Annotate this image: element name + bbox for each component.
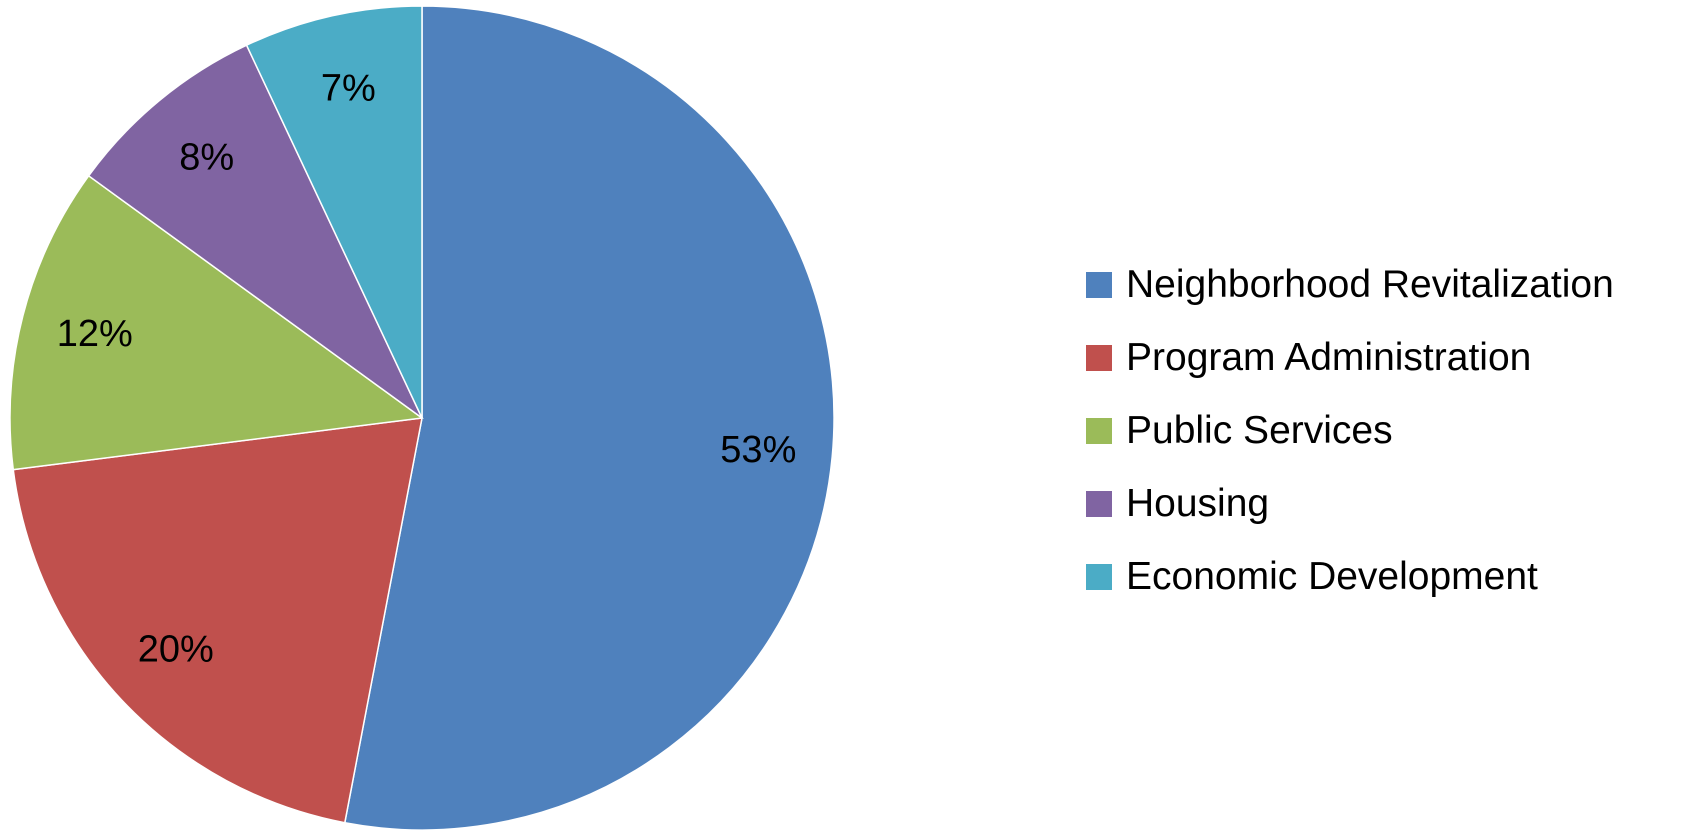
legend-swatch: [1086, 563, 1112, 590]
legend-swatch: [1086, 417, 1112, 444]
legend-label: Public Services: [1126, 408, 1393, 452]
legend-swatch: [1086, 344, 1112, 371]
pie-slices: [9, 5, 835, 831]
legend-item-public-services: Public Services: [1086, 394, 1614, 467]
legend-swatch: [1086, 271, 1112, 298]
legend-label: Neighborhood Revitalization: [1126, 262, 1614, 306]
legend-item-neighborhood-revitalization: Neighborhood Revitalization: [1086, 248, 1614, 321]
legend-label: Economic Development: [1126, 554, 1538, 598]
data-label-public-services: 12%: [57, 313, 133, 355]
legend-label: Housing: [1126, 481, 1270, 525]
legend-item-program-administration: Program Administration: [1086, 321, 1614, 394]
legend-label: Program Administration: [1126, 335, 1532, 379]
data-label-neighborhood-revitalization: 53%: [720, 429, 796, 471]
legend-item-economic-development: Economic Development: [1086, 540, 1614, 613]
pie-slice-economic-development: [245, 5, 423, 419]
pie-slice-program-administration: [12, 417, 423, 824]
data-label-housing: 8%: [179, 137, 234, 179]
pie-data-labels: 53% 20% 12% 8% 7%: [57, 67, 797, 670]
legend-swatch: [1086, 490, 1112, 517]
legend: Neighborhood Revitalization Program Admi…: [1086, 248, 1614, 613]
legend-item-housing: Housing: [1086, 467, 1614, 540]
pie-slice-housing: [87, 44, 423, 419]
data-label-program-administration: 20%: [138, 628, 214, 670]
pie-slice-public-services: [9, 174, 424, 471]
data-label-economic-development: 7%: [321, 67, 376, 109]
pie-slice-neighborhood-revitalization: [343, 5, 835, 831]
